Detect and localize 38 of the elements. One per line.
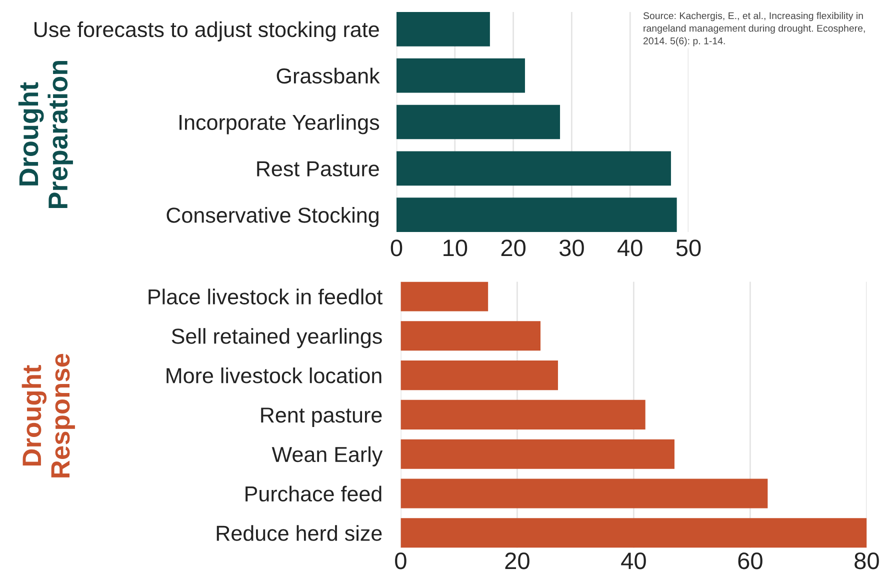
bar (396, 151, 671, 186)
x-tick-label: 20 (501, 240, 526, 256)
y-tick-label: Purchace feed (246, 486, 382, 502)
y-axis-title: Drought Preparation (18, 60, 73, 208)
y-tick-label: Reduce herd size (216, 525, 382, 541)
bar (400, 439, 674, 469)
x-tick-label: 60 (738, 552, 762, 570)
x-tick-label: 50 (676, 240, 701, 256)
bar (396, 198, 677, 232)
bar (400, 518, 867, 548)
y-tick-label: Rent pasture (261, 408, 382, 427)
y-tick-label: Sell retained yearlings (172, 328, 382, 348)
bar (400, 400, 646, 430)
bar (400, 282, 488, 312)
x-tick-label: 20 (505, 552, 530, 570)
bar (400, 321, 540, 351)
bar (396, 104, 560, 140)
y-tick-label: Use forecasts to adjust stocking rate (34, 21, 379, 42)
x-tick-label: 40 (621, 552, 646, 570)
y-tick-label: Conservative Stocking (166, 207, 378, 228)
x-tick-label: 80 (854, 552, 879, 570)
y-tick-label: Rest Pasture (257, 161, 379, 176)
x-tick-label: 0 (390, 240, 402, 256)
y-tick-label: Wean Early (272, 446, 383, 466)
bar (400, 360, 558, 390)
x-tick-label: 0 (395, 552, 406, 570)
bar (400, 478, 768, 508)
bar (396, 12, 490, 46)
y-tick-label: Grassbank (276, 68, 380, 84)
bar (396, 58, 525, 93)
x-tick-label: 10 (444, 240, 468, 256)
y-axis-title: Drought Response (22, 354, 75, 478)
y-tick-label: Incorporate Yearlings (180, 114, 380, 134)
y-tick-label: More livestock location (166, 367, 382, 384)
y-tick-label: Place livestock in feedlot (148, 288, 382, 304)
annotation: Source: Kachergis, E., et al., Increasing flexibility in rangeland management during drought. Ecosphere, 2014. 5(6): p. 1-14. (643, 12, 865, 46)
x-tick-label: 40 (618, 240, 642, 256)
x-tick-label: 30 (559, 240, 584, 256)
